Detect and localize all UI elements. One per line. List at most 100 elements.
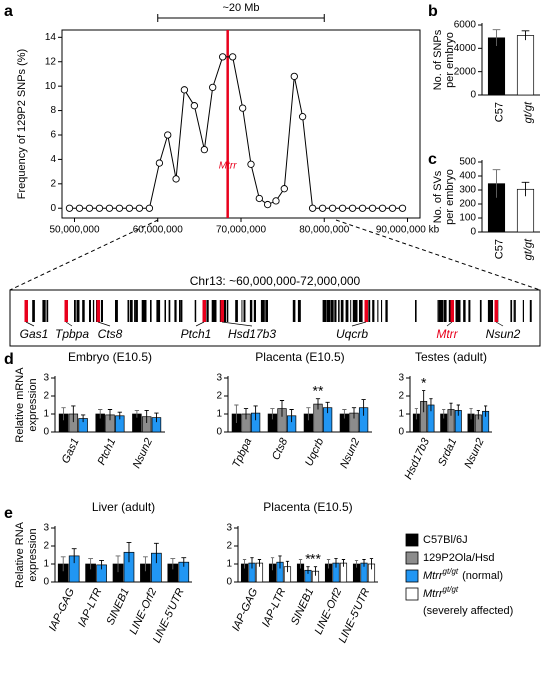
error-bar (278, 555, 282, 569)
gene-line (359, 300, 363, 322)
data-point (338, 204, 347, 212)
data-point (308, 204, 317, 212)
gene-line (157, 300, 160, 322)
error-bar (250, 557, 254, 569)
gene-line (529, 300, 532, 322)
error-bar (334, 558, 338, 568)
y-tick-label: 1 (216, 409, 222, 420)
bracket (157, 14, 325, 22)
x-tick-label: Tpbpa (230, 436, 254, 469)
data-point (272, 197, 280, 205)
y-tick-label: 2 (43, 541, 49, 552)
legend-text: Mtrr (423, 570, 444, 582)
error-bar (326, 559, 331, 569)
error-bar (354, 559, 359, 568)
data-point (172, 175, 180, 183)
y-tick-label: 2 (216, 391, 222, 402)
x-tick-label: Nsun2 (131, 436, 155, 470)
gene-line (46, 300, 49, 322)
data-point (145, 204, 154, 212)
gene-line (164, 300, 166, 322)
y-tick-label: 6000 (454, 20, 477, 31)
panel-letter: a (4, 3, 13, 20)
legend-text: 129P2Ola/Hsd (423, 552, 495, 564)
y-tick-label: 10 (45, 81, 57, 92)
gene-line (514, 300, 516, 322)
data-point (378, 204, 387, 212)
gene-line (253, 300, 256, 322)
gene-label: Hsd17b3 (228, 327, 276, 341)
data-point (229, 53, 237, 61)
gene-connector (221, 321, 253, 327)
gene-highlight (450, 300, 454, 322)
gene-line (74, 300, 76, 322)
legend-swatch (405, 551, 419, 565)
y-tick-label: 2 (43, 391, 49, 402)
error-bar (181, 557, 187, 567)
gene-label: Mtrr (436, 327, 458, 341)
gene-line (338, 300, 340, 322)
error-bar (422, 390, 426, 413)
x-tick-label: Nsun2 (338, 436, 362, 470)
significance: ** (310, 550, 321, 566)
x-tick-label: Uqcrb (303, 436, 326, 468)
gene-line (168, 300, 171, 322)
y-tick-label: 2000 (454, 66, 477, 77)
gene-line (510, 300, 513, 322)
gene-label: Uqcrb (336, 327, 368, 341)
data-point (65, 204, 74, 212)
gene-line (335, 300, 337, 322)
gene-line (333, 300, 335, 322)
data-point (135, 204, 144, 212)
gene-line (359, 300, 361, 322)
data-point (298, 113, 307, 121)
y-axis-label: No. of SVs (432, 170, 444, 223)
significance: * (305, 550, 311, 566)
gene-line (372, 300, 375, 322)
data-point (247, 160, 255, 168)
gene-line (368, 300, 371, 322)
panel-letter: c (428, 151, 437, 168)
y-axis-label: expression (27, 378, 39, 431)
data-point (348, 204, 357, 212)
chromosome-title: Chr13: ~60,000,000-72,000,000 (190, 274, 361, 288)
x-tick-label: SINEB1 (104, 586, 131, 627)
y-tick-label: 500 (459, 157, 476, 168)
legend-label: Mtrrgt/gt (423, 585, 459, 600)
x-tick-label: gt/gt (522, 101, 534, 123)
gene-line (330, 300, 334, 322)
error-bar (242, 559, 247, 569)
gene-line (326, 300, 329, 322)
gene-highlight (220, 300, 224, 322)
error-bar (71, 548, 77, 564)
error-bar (313, 566, 318, 576)
data-point (155, 159, 164, 167)
gene-line (174, 300, 177, 322)
gene-label: Tpbpa (55, 327, 89, 341)
gene-connector (446, 321, 453, 327)
error-bar (253, 405, 258, 421)
y-tick-label: 12 (45, 56, 57, 67)
error-bar (270, 557, 275, 571)
error-bar (234, 404, 239, 423)
gene-line (82, 300, 85, 322)
gene-line (144, 300, 147, 322)
gene-label: Gas1 (20, 327, 49, 341)
gene-line (479, 300, 482, 322)
gene-line (265, 300, 268, 322)
gene-line (180, 300, 183, 322)
gene-connector (495, 321, 504, 327)
legend-label: 129P2Ola/Hsd (423, 552, 495, 564)
data-point (95, 204, 104, 212)
error-bar (351, 407, 357, 419)
bar (516, 35, 535, 96)
x-tick-label: IAP-LTR (260, 586, 288, 629)
error-bar (449, 402, 453, 416)
gene-line (211, 300, 215, 322)
error-bar (126, 541, 132, 563)
gene-line (89, 300, 91, 322)
y-tick-label: 0 (43, 577, 49, 588)
x-tick-label: 50,000,000 (49, 225, 99, 236)
marker-label: Mtrr (219, 161, 237, 172)
